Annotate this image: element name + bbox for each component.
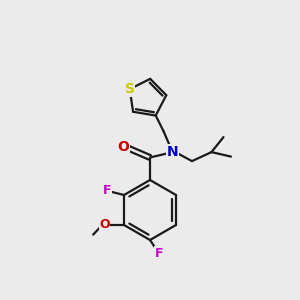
Text: S: S bbox=[125, 82, 135, 96]
Text: F: F bbox=[103, 184, 112, 197]
Text: O: O bbox=[99, 218, 110, 232]
Text: F: F bbox=[155, 247, 163, 260]
Text: O: O bbox=[118, 140, 130, 154]
Text: N: N bbox=[167, 145, 178, 159]
